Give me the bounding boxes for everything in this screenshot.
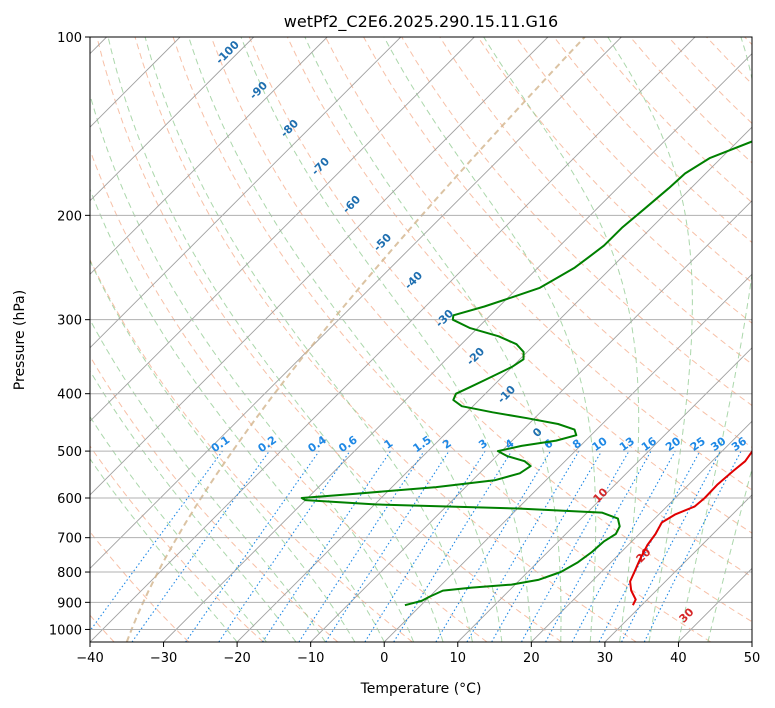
isotherm-line [383,273,752,642]
x-axis-ticks: −40 −30 −20 −10 0 10 20 30 40 50 [76,642,760,666]
moist-adiabat-line [107,37,444,642]
dry-adiabat-line [172,37,712,642]
isotherm-line [90,37,328,275]
mixing-ratio-line [545,450,652,642]
dry-adiabat-line [286,37,752,534]
moist-adiabat-line [304,37,562,642]
y-tick-label: 600 [57,492,82,507]
dry-adiabat-line [90,445,264,642]
isotherm-line [90,37,696,642]
moist-adiabat-line [383,37,597,642]
moist-adiabat-line [240,37,532,642]
mixing-ratio-line [131,450,270,642]
y-axis-ticks: 100 200 300 400 500 600 700 800 900 1000 [49,31,90,638]
x-tick-label: −20 [223,651,250,666]
dry-adiabat-line [325,37,752,491]
isotherm-line [90,37,622,570]
x-tick-label: 40 [670,651,687,666]
mixing-ratio-line [90,450,223,632]
thermodynamic-background-lines [90,37,752,642]
isotherm-line [310,200,752,642]
x-tick-label: 0 [380,651,388,666]
moist-adiabat-line [607,37,693,642]
isotherm-line [236,126,752,642]
y-tick-label: 300 [57,314,82,329]
mixing-ratio-line [298,450,425,642]
x-axis-label: Temperature (°C) [360,681,482,697]
isotherm-line [457,347,752,642]
isotherm-line [530,420,752,642]
x-tick-label: 30 [597,651,614,666]
y-tick-label: 200 [57,209,82,224]
y-tick-label: 500 [57,445,82,460]
moist-adiabat-line [90,415,267,642]
temperature-profile-line [629,449,752,606]
x-tick-label: 50 [744,651,761,666]
moist-adiabat-line [144,37,473,642]
y-tick-label: 800 [57,566,82,581]
wet-bulb-zero-line [125,37,586,642]
moist-adiabat-line [483,37,640,642]
isotherm-line [90,37,402,349]
isotherm-line [90,37,549,496]
moist-adiabat-line [90,457,238,642]
mixing-ratio-line [393,450,513,642]
dry-adiabat-line [210,37,752,623]
chart-title: wetPf2_C2E6.2025.290.15.11.G16 [284,12,558,32]
dry-adiabat-line [90,355,339,642]
y-tick-label: 400 [57,388,82,403]
moist-adiabat-line [90,259,356,642]
x-tick-label: −40 [76,651,103,666]
mixing-ratio-line [218,450,351,642]
mixing-ratio-line [521,450,630,642]
moist-adiabat-line [707,467,752,642]
dry-adiabat-line [96,37,562,642]
mixing-ratio-line [643,450,742,642]
isotherm-line [90,37,475,422]
moist-adiabat-line [90,318,326,642]
isotherm-line [604,494,752,642]
x-tick-label: 20 [523,651,540,666]
sounding-profiles [300,140,752,607]
mixing-ratio-line [185,450,320,642]
x-tick-label: 10 [450,651,467,666]
y-tick-label: 700 [57,532,82,547]
x-tick-label: −10 [297,651,324,666]
isotherm-line [90,37,255,202]
x-tick-label: −30 [150,651,177,666]
y-tick-label: 900 [57,596,82,611]
y-tick-label: 100 [57,31,82,46]
isotherm-line [163,52,752,642]
dry-adiabat-line [248,37,752,578]
plot-frame [89,36,753,643]
moist-adiabat-line [677,37,752,642]
y-tick-label: 1000 [49,623,82,638]
mixing-ratio-line [571,450,676,642]
moist-adiabat-line [90,369,297,642]
moist-adiabat-line [188,37,503,642]
mixing-ratio-line [262,450,391,642]
mixing-ratio-line [325,450,450,642]
y-axis-label: Pressure (hPa) [12,290,28,390]
dewpoint-profile-line [300,140,752,607]
dry-adiabat-line [90,258,413,642]
moist-adiabat-line [90,188,385,642]
